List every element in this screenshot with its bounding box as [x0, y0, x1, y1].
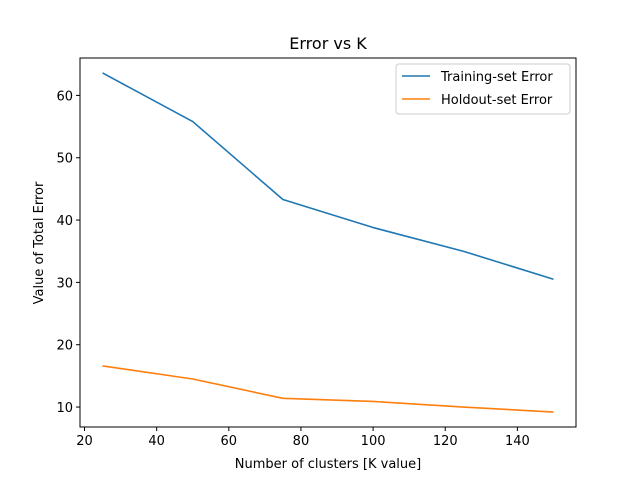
x-tick-label: 60: [221, 434, 238, 449]
legend-label: Training-set Error: [440, 70, 553, 85]
x-tick-label: 140: [505, 434, 530, 449]
x-tick-label: 100: [361, 434, 386, 449]
y-tick-label: 50: [56, 152, 73, 167]
series-line-holdout-set-error: [102, 365, 554, 413]
y-tick-label: 30: [56, 276, 73, 291]
series-line-training-set-error: [102, 72, 554, 281]
legend: Training-set Error Holdout-set Error: [395, 63, 571, 115]
axes-frame: [79, 57, 577, 428]
y-tick-label: 10: [56, 401, 73, 416]
x-axis: 20 40 60 80 100 120 140: [76, 427, 530, 449]
legend-label: Holdout-set Error: [441, 93, 553, 108]
y-axis-label: Value of Total Error: [32, 181, 47, 304]
x-tick-label: 20: [76, 434, 93, 449]
y-tick-label: 20: [56, 339, 73, 354]
x-tick-label: 80: [293, 434, 310, 449]
x-tick-label: 40: [148, 434, 165, 449]
x-axis-label: Number of clusters [K value]: [235, 457, 421, 472]
legend-box: [395, 63, 571, 115]
series-layer: [102, 72, 554, 413]
y-axis: 10 20 30 40 50 60: [56, 89, 80, 416]
y-tick-label: 40: [56, 214, 73, 229]
y-tick-label: 60: [56, 89, 73, 104]
chart-title: Error vs K: [289, 34, 367, 53]
x-tick-label: 120: [433, 434, 458, 449]
plot-area: [79, 57, 577, 428]
